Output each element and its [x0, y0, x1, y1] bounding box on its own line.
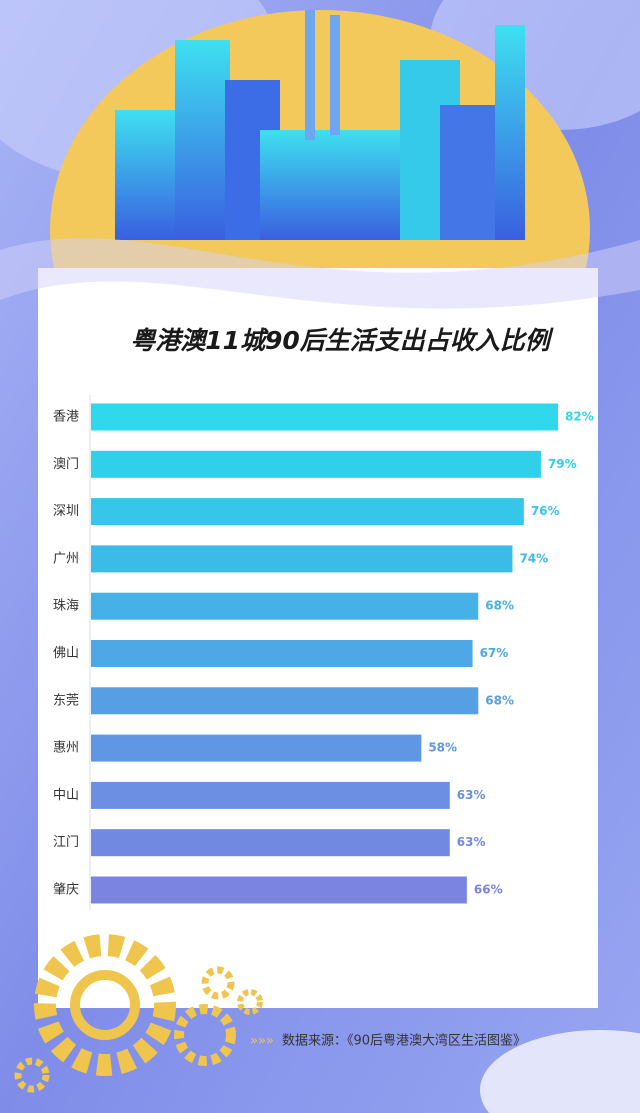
value-label: 68%: [485, 693, 514, 707]
category-label: 肇庆: [53, 883, 79, 898]
category-label: 江门: [53, 835, 79, 850]
bar: [91, 592, 479, 620]
bar: [91, 498, 524, 526]
category-label: 中山: [53, 788, 79, 803]
bar: [91, 829, 450, 857]
cloud: [480, 1030, 640, 1113]
bar: [91, 687, 479, 715]
value-label: 58%: [428, 741, 457, 755]
value-label: 67%: [480, 646, 509, 660]
bar: [91, 781, 450, 809]
value-label: 66%: [474, 883, 503, 897]
category-label: 珠海: [53, 599, 79, 614]
skyline: [115, 10, 525, 240]
value-label: 76%: [531, 504, 560, 518]
bar: [91, 734, 422, 762]
bar: [91, 403, 558, 431]
category-label: 深圳: [53, 504, 79, 519]
category-label: 广州: [53, 551, 79, 566]
bar: [91, 545, 513, 573]
category-label: 香港: [53, 410, 79, 425]
bar-chart: 香港 82% 澳门 79% 深圳 76% 广州 74% 珠海 68% 佛山 67% 东莞 68% 惠州 58%…: [53, 403, 594, 904]
source-note: 数据来源：《90后粤港澳大湾区生活图鉴》: [282, 1033, 526, 1049]
category-label: 东莞: [53, 693, 79, 708]
category-label: 佛山: [53, 646, 79, 661]
gears: [14, 934, 263, 1093]
category-label: 澳门: [53, 456, 79, 472]
bar: [91, 640, 473, 667]
value-label: 63%: [457, 788, 486, 802]
value-label: 74%: [519, 551, 548, 565]
value-label: 82%: [565, 410, 594, 424]
chart-title: 粤港澳11城90后生活支出占收入比例: [130, 326, 554, 355]
value-label: 79%: [548, 457, 577, 471]
category-label: 惠州: [53, 741, 79, 756]
value-label: 68%: [485, 599, 514, 613]
bar: [91, 876, 467, 904]
bar: [91, 450, 541, 478]
waves: [0, 238, 640, 309]
value-label: 63%: [457, 835, 486, 849]
chevrons: »»»: [250, 1034, 274, 1049]
